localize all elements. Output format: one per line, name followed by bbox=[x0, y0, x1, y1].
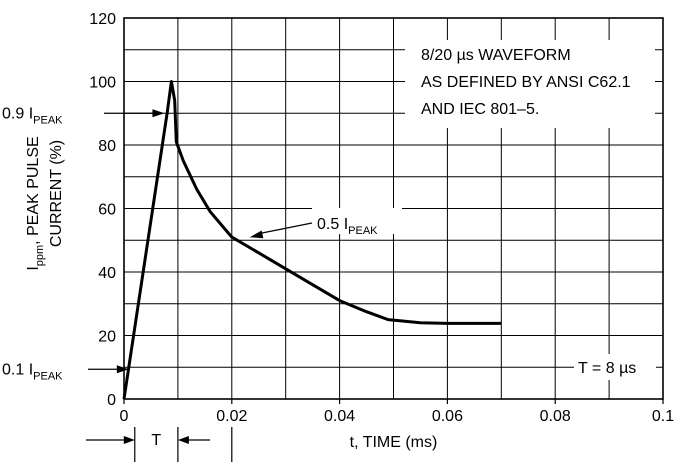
t-marker bbox=[86, 427, 233, 462]
label-50-background bbox=[312, 208, 402, 234]
label-90-background bbox=[0, 93, 104, 122]
tick-labels: 0 0.02 0.04 0.06 0.08 0.1 0 20 40 60 80 100 120 bbox=[89, 11, 674, 425]
annotation-line-3: AND IEC 801–5. bbox=[421, 101, 539, 118]
x-tick-label: 0 bbox=[120, 408, 129, 425]
t-value-label: T = 8 µs bbox=[578, 360, 636, 377]
annotation-line-2: AS DEFINED BY ANSI C62.1 bbox=[421, 74, 631, 91]
x-tick-label: 0.1 bbox=[652, 408, 674, 425]
plot-frame bbox=[123, 17, 664, 400]
label-50-arrowhead bbox=[249, 230, 264, 239]
label-50-peak: 0.5 IPEAK bbox=[317, 216, 378, 237]
label-10-peak: 0.1 IPEAK bbox=[2, 361, 63, 382]
x-tick-label: 0.06 bbox=[432, 408, 463, 425]
t-value-background bbox=[574, 354, 656, 380]
t-marker-right-arrowhead bbox=[177, 436, 189, 444]
x-tick-label: 0.04 bbox=[324, 408, 355, 425]
y-tick-label: 120 bbox=[89, 11, 116, 28]
y-axis-label-line-2: CURRENT (%) bbox=[48, 140, 65, 247]
y-axis-label-line-1: Ippm, PEAK PULSE bbox=[25, 136, 46, 270]
y-tick-label: 80 bbox=[98, 138, 116, 155]
y-tick-label: 100 bbox=[89, 75, 116, 92]
y-tick-label: 60 bbox=[98, 202, 116, 219]
label-10-background bbox=[0, 349, 120, 378]
annotation-box bbox=[405, 40, 655, 128]
x-axis-label: t, TIME (ms) bbox=[350, 434, 438, 451]
label-50-arrow bbox=[255, 222, 313, 235]
label-90-peak: 0.9 IPEAK bbox=[2, 105, 63, 126]
y-tick-label: 20 bbox=[98, 329, 116, 346]
y-tick-label: 0 bbox=[107, 392, 116, 409]
y-tick-label: 40 bbox=[98, 265, 116, 282]
x-tick-label: 0.08 bbox=[540, 408, 571, 425]
x-tick-label: 0.02 bbox=[216, 408, 247, 425]
t-marker-label: T bbox=[151, 432, 161, 449]
annotation-line-1: 8/20 µs WAVEFORM bbox=[421, 47, 571, 64]
waveform-curve bbox=[122, 80, 502, 400]
label-10-arrowhead bbox=[116, 365, 129, 374]
label-90-arrowhead bbox=[152, 109, 165, 118]
t-marker-left-arrowhead bbox=[123, 436, 135, 444]
